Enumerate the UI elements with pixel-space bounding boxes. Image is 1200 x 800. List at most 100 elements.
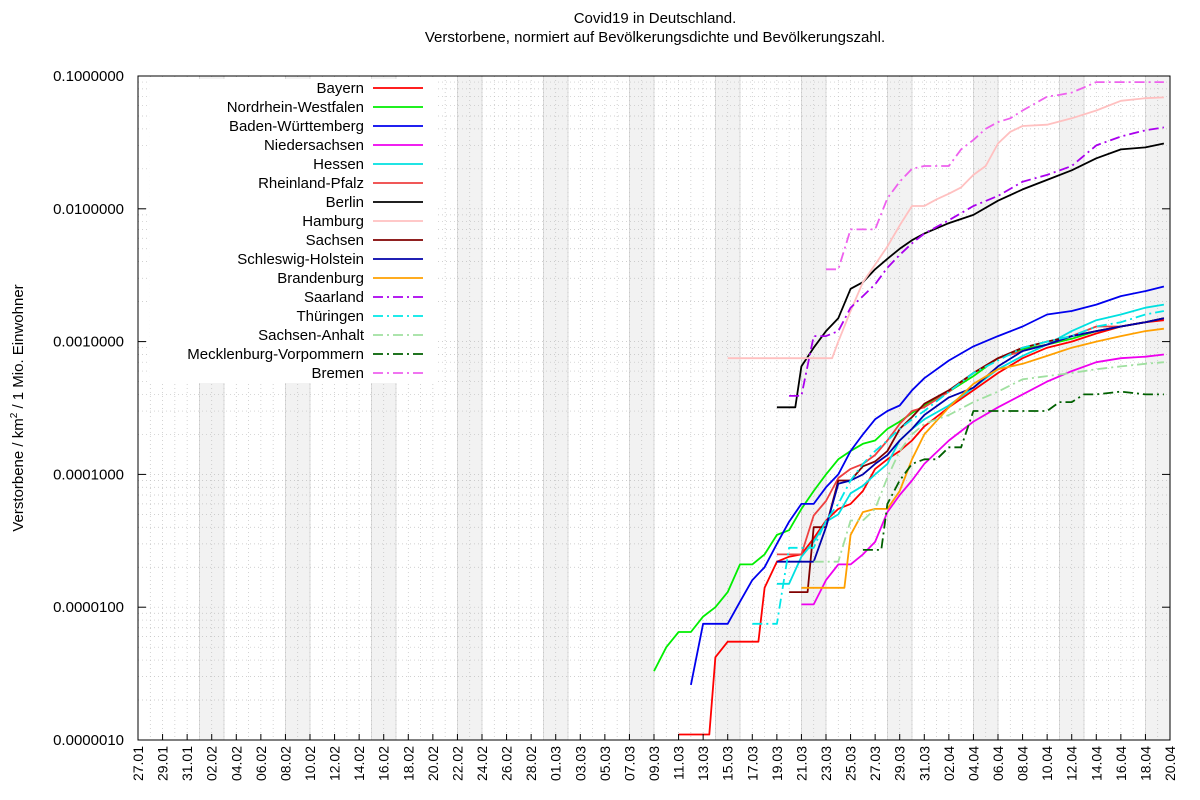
y-tick-label: 0.0000100 bbox=[53, 599, 124, 616]
series-line-sachsen-anhalt bbox=[813, 361, 1164, 563]
x-tick-label: 01.03 bbox=[548, 746, 564, 781]
legend-row-bg bbox=[150, 269, 435, 288]
x-tick-label: 04.02 bbox=[228, 746, 244, 781]
x-tick-label: 12.04 bbox=[1064, 746, 1080, 781]
legend-row-bg bbox=[150, 117, 435, 136]
x-tick-label: 29.03 bbox=[892, 746, 908, 781]
legend-label: Bremen bbox=[311, 365, 364, 382]
legend-label: Baden-Württemberg bbox=[229, 118, 364, 135]
legend-row-bg bbox=[150, 79, 435, 98]
x-tick-label: 27.01 bbox=[130, 746, 146, 781]
x-tick-label: 05.03 bbox=[597, 746, 613, 781]
x-tick-label: 18.02 bbox=[400, 746, 416, 781]
x-tick-label: 21.03 bbox=[793, 746, 809, 781]
x-tick-label: 18.04 bbox=[1137, 746, 1153, 781]
x-tick-label: 08.02 bbox=[277, 746, 293, 781]
x-tick-label: 02.02 bbox=[204, 746, 220, 781]
series-line-brandenburg bbox=[801, 327, 1165, 589]
series-line-baden-w-rttemberg bbox=[690, 285, 1165, 686]
legend-row-bg bbox=[150, 98, 435, 117]
legend-row-bg bbox=[150, 345, 435, 364]
legend-label: Saarland bbox=[304, 289, 364, 306]
series-line-bremen bbox=[826, 81, 1164, 271]
x-tick-label: 16.04 bbox=[1113, 746, 1129, 781]
x-tick-label: 11.03 bbox=[671, 746, 687, 780]
chart-title: Covid19 in Deutschland. bbox=[0, 10, 1200, 27]
legend-label: Brandenburg bbox=[277, 270, 364, 287]
x-tick-label: 22.02 bbox=[449, 746, 465, 781]
x-axis-ticks: 27.01 29.01 31.01 02.02 04.02 06.02 08.02 10.02… bbox=[130, 734, 1178, 781]
y-axis-label-suffix: / 1 Mio. Einwohner bbox=[10, 284, 27, 412]
legend-row-bg bbox=[150, 193, 435, 212]
legend-label: Hamburg bbox=[302, 213, 364, 230]
legend-label: Niedersachsen bbox=[264, 137, 364, 154]
legend-row-bg bbox=[150, 231, 435, 250]
x-tick-label: 27.03 bbox=[867, 746, 883, 781]
legend-row-bg bbox=[150, 250, 435, 269]
x-tick-label: 17.03 bbox=[744, 746, 760, 781]
legend: Bayern Nordrhein-Westfalen Baden-Württembe… bbox=[150, 79, 435, 383]
chart-title-text: Covid19 in Deutschland. bbox=[573, 10, 737, 27]
x-tick-label: 13.03 bbox=[695, 746, 711, 781]
series-line-niedersachsen bbox=[801, 353, 1165, 606]
x-tick-label: 24.02 bbox=[474, 746, 490, 781]
x-tick-label: 06.04 bbox=[990, 746, 1006, 781]
x-tick-label: 25.03 bbox=[843, 746, 859, 781]
legend-label: Sachsen bbox=[306, 232, 364, 249]
y-tick-label: 0.0001000 bbox=[53, 466, 124, 483]
series-line-rheinland-pfalz bbox=[776, 317, 1165, 556]
x-tick-label: 06.02 bbox=[253, 746, 269, 781]
x-tick-label: 03.03 bbox=[572, 746, 588, 781]
x-tick-label: 28.02 bbox=[523, 746, 539, 781]
legend-row-bg bbox=[150, 155, 435, 174]
series-line-th-ringen bbox=[752, 310, 1165, 625]
x-tick-label: 31.01 bbox=[179, 746, 195, 781]
legend-label: Rheinland-Pfalz bbox=[258, 175, 364, 192]
legend-label: Berlin bbox=[326, 194, 364, 211]
y-tick-label: 0.0010000 bbox=[53, 334, 124, 351]
legend-label: Nordrhein-Westfalen bbox=[227, 99, 364, 116]
x-tick-label: 15.03 bbox=[720, 746, 736, 781]
legend-label: Bayern bbox=[316, 80, 364, 97]
x-tick-label: 10.02 bbox=[302, 746, 318, 781]
y-axis-label: Verstorbene / km2 / 1 Mio. Einwohner bbox=[9, 284, 27, 531]
x-tick-label: 20.04 bbox=[1162, 746, 1178, 781]
x-tick-label: 16.02 bbox=[376, 746, 392, 781]
series-lines bbox=[653, 81, 1165, 736]
x-tick-label: 31.03 bbox=[916, 746, 932, 781]
x-tick-label: 14.04 bbox=[1088, 746, 1104, 781]
legend-label: Hessen bbox=[313, 156, 364, 173]
x-tick-label: 07.03 bbox=[621, 746, 637, 781]
chart-subtitle-text: Verstorbene, normiert auf Bevölkerungsdi… bbox=[424, 29, 886, 46]
legend-label: Schleswig-Holstein bbox=[237, 251, 364, 268]
x-tick-label: 08.04 bbox=[1015, 746, 1031, 781]
x-tick-label: 02.04 bbox=[941, 746, 957, 781]
legend-row-bg bbox=[150, 136, 435, 155]
y-tick-label: 0.0100000 bbox=[53, 201, 124, 218]
legend-label: Sachsen-Anhalt bbox=[258, 327, 365, 344]
legend-row-bg bbox=[150, 288, 435, 307]
x-tick-label: 14.02 bbox=[351, 746, 367, 781]
x-tick-label: 19.03 bbox=[769, 746, 785, 781]
x-tick-label: 10.04 bbox=[1039, 746, 1055, 781]
legend-label: Thüringen bbox=[296, 308, 364, 325]
y-axis-ticks: 0.1000000 0.0100000 0.0010000 0.0001000 0.00… bbox=[53, 68, 1170, 749]
chart-subtitle: Verstorbene, normiert auf Bevölkerungsdi… bbox=[0, 29, 1200, 46]
x-tick-label: 26.02 bbox=[499, 746, 515, 781]
series-line-bayern bbox=[678, 319, 1164, 736]
series-line-hessen bbox=[776, 303, 1165, 585]
series-line-schleswig-holstein bbox=[776, 317, 1165, 563]
y-axis-label-sup: 2 bbox=[9, 412, 20, 418]
legend-row-bg bbox=[150, 212, 435, 231]
series-line-hamburg bbox=[727, 96, 1164, 360]
x-tick-label: 12.02 bbox=[327, 746, 343, 781]
series-line-saarland bbox=[789, 126, 1165, 397]
x-tick-label: 29.01 bbox=[155, 746, 171, 781]
y-tick-label: 0.1000000 bbox=[53, 68, 124, 85]
y-axis-label-prefix: Verstorbene / km bbox=[10, 418, 27, 531]
y-tick-label: 0.0000010 bbox=[53, 732, 124, 749]
series-line-mecklenburg-vorpommern bbox=[862, 390, 1164, 551]
legend-row-bg bbox=[150, 307, 435, 326]
x-tick-label: 09.03 bbox=[646, 746, 662, 781]
